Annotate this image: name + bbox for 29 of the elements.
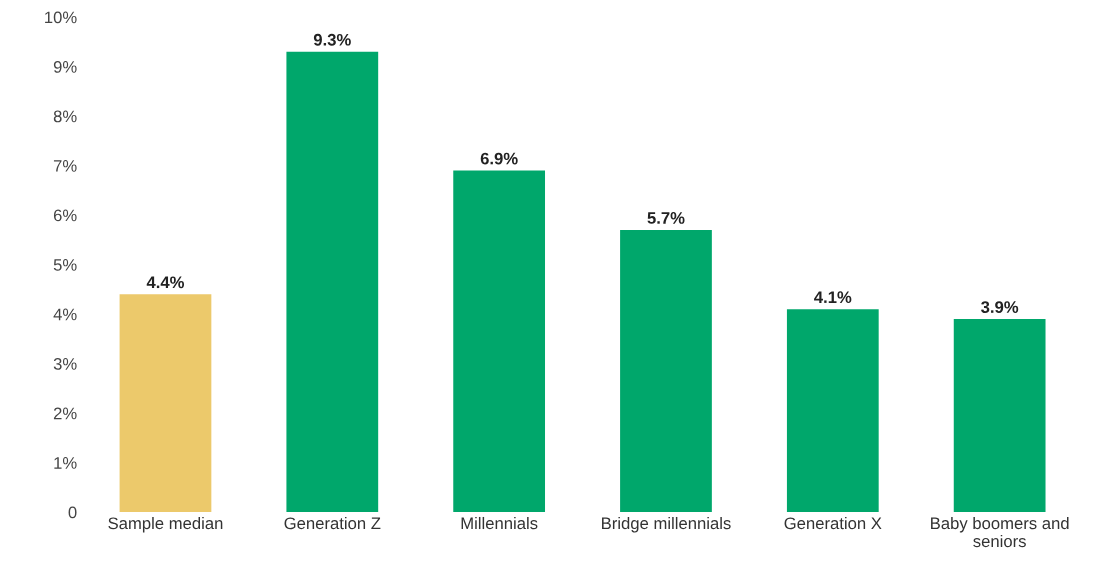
y-tick-label: 10% [45,11,77,24]
y-tick-label: 7% [53,160,77,172]
y-tick-label: 1% [54,457,77,469]
y-tick-label: 4% [53,308,77,321]
data-label: 5.7% [647,212,685,224]
x-tick-label: Millennials [461,516,538,530]
data-label: 9.3% [313,33,351,46]
y-tick-label: 2% [53,407,77,420]
y-tick-label: 3% [53,357,77,370]
data-label: 3.9% [981,301,1019,313]
bar [620,229,712,513]
bar [953,319,1046,513]
bar [119,294,212,513]
x-tick-label: Sample median [108,516,223,533]
y-tick-label: 8% [53,110,77,123]
x-tick-label: Generation Z [284,516,381,530]
data-label: 4.1% [814,291,852,304]
y-tick-label: 9% [53,60,77,73]
data-label: 4.4% [146,276,185,289]
bar [786,309,879,513]
x-tick-label: Bridge millennials [602,516,731,533]
data-label: 6.9% [480,152,518,165]
x-tick-label: Generation X [784,516,882,530]
y-tick-label: 5% [53,259,77,271]
bar [453,170,546,513]
bar [286,51,379,513]
y-tick-label: 0 [68,506,77,519]
x-tick-label: Baby boomers and seniors [931,516,1069,548]
y-tick-label: 6% [53,209,77,222]
